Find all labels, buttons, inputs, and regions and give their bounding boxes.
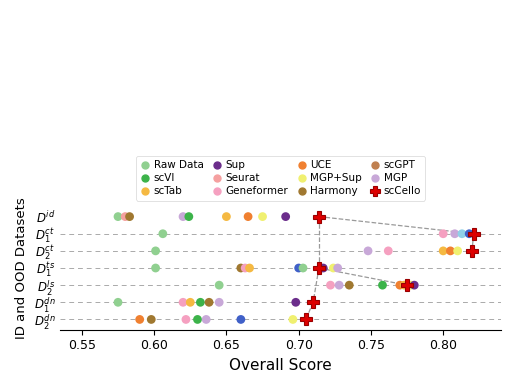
Point — [125, 213, 134, 220]
Point — [450, 230, 459, 237]
Point — [114, 299, 122, 305]
Point — [182, 316, 190, 322]
Point — [259, 213, 267, 220]
Point — [335, 282, 343, 288]
Point — [121, 213, 130, 220]
Point — [282, 213, 290, 220]
Point — [179, 213, 187, 220]
Point — [407, 282, 415, 288]
Point — [237, 316, 245, 322]
Point — [152, 248, 160, 254]
Point — [400, 282, 408, 288]
Point — [147, 316, 155, 322]
Point — [241, 265, 249, 271]
Point — [319, 265, 327, 271]
Point — [299, 265, 307, 271]
Point — [295, 265, 303, 271]
Point — [292, 299, 300, 305]
Point — [439, 248, 447, 254]
Point — [378, 282, 386, 288]
Point — [446, 248, 455, 254]
Point — [326, 282, 334, 288]
Point — [439, 230, 447, 237]
Point — [202, 316, 211, 322]
Point — [222, 213, 231, 220]
Legend: Raw Data, scVI, scTab, Sup, Seurat, Geneformer, UCE, MGP+Sup, Harmony, scGPT, MG: Raw Data, scVI, scTab, Sup, Seurat, Gene… — [136, 156, 425, 201]
Point — [345, 282, 353, 288]
Point — [289, 316, 297, 322]
Point — [384, 248, 392, 254]
Point — [215, 299, 223, 305]
Point — [152, 265, 160, 271]
Point — [246, 265, 254, 271]
Point — [179, 299, 187, 305]
Point — [454, 248, 462, 254]
Point — [194, 316, 202, 322]
Point — [114, 213, 122, 220]
Point — [244, 213, 252, 220]
Point — [237, 265, 245, 271]
Point — [186, 299, 195, 305]
Point — [458, 230, 466, 237]
Point — [159, 230, 167, 237]
Point — [185, 213, 193, 220]
X-axis label: Overall Score: Overall Score — [229, 358, 332, 373]
Point — [329, 265, 337, 271]
Point — [136, 316, 144, 322]
Point — [196, 299, 204, 305]
Point — [364, 248, 372, 254]
Y-axis label: ID and OOD Datasets: ID and OOD Datasets — [15, 197, 28, 339]
Point — [215, 282, 223, 288]
Point — [396, 282, 404, 288]
Point — [333, 265, 342, 271]
Point — [410, 282, 418, 288]
Point — [205, 299, 213, 305]
Point — [465, 230, 473, 237]
